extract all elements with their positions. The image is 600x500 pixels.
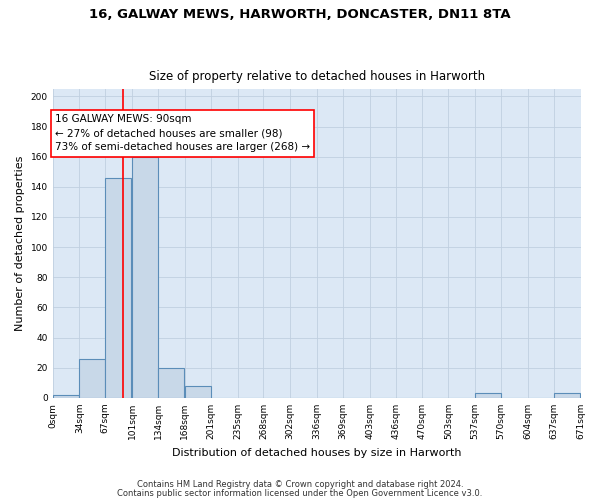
X-axis label: Distribution of detached houses by size in Harworth: Distribution of detached houses by size … [172,448,461,458]
Text: 16 GALWAY MEWS: 90sqm
← 27% of detached houses are smaller (98)
73% of semi-deta: 16 GALWAY MEWS: 90sqm ← 27% of detached … [55,114,310,152]
Text: Contains public sector information licensed under the Open Government Licence v3: Contains public sector information licen… [118,488,482,498]
Bar [132,156,158,398]
Bar [475,394,501,398]
Y-axis label: Number of detached properties: Number of detached properties [15,156,25,331]
Text: 16, GALWAY MEWS, HARWORTH, DONCASTER, DN11 8TA: 16, GALWAY MEWS, HARWORTH, DONCASTER, DN… [89,8,511,20]
Text: Contains HM Land Registry data © Crown copyright and database right 2024.: Contains HM Land Registry data © Crown c… [137,480,463,489]
Bar [554,394,580,398]
Bar [106,178,131,398]
Bar [53,395,79,398]
Bar [185,386,211,398]
Title: Size of property relative to detached houses in Harworth: Size of property relative to detached ho… [149,70,485,84]
Bar [79,358,106,398]
Bar [158,368,184,398]
